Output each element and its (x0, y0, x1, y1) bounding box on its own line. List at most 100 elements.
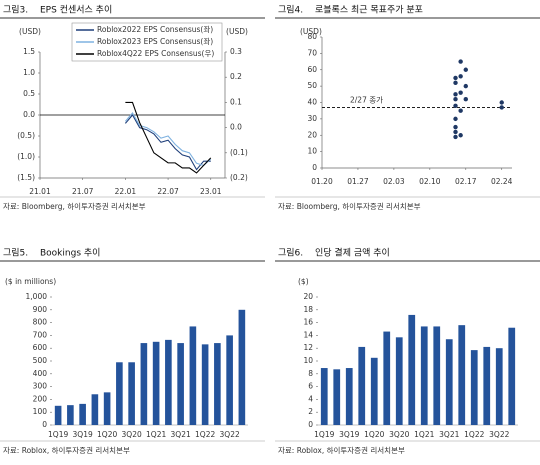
y-tick-label: 700 (33, 330, 48, 339)
bar (395, 337, 403, 425)
x-tick-label: 02.24 (491, 177, 513, 186)
y-tick-label: 8 (308, 369, 313, 378)
bar (189, 326, 197, 425)
x-tick-label: 22.01 (115, 187, 137, 196)
y-tick-label: 900 (33, 305, 48, 314)
bar (238, 309, 246, 425)
point (499, 105, 504, 110)
bar (333, 369, 341, 425)
bar (508, 327, 516, 425)
y-tick-label: 300 (33, 382, 48, 391)
y-tick-label: 12 (303, 343, 313, 352)
y2-axis-label: (USD) (226, 27, 248, 36)
x-tick-label: 1Q21 (146, 430, 166, 439)
y-axis-label: ($) (298, 277, 309, 286)
reference-label: 2/27 종가 (350, 95, 383, 104)
x-tick-label: 1Q20 (364, 430, 384, 439)
bar (226, 335, 233, 425)
point (453, 134, 458, 140)
bar (201, 344, 209, 425)
y-tick-label: 800 (33, 318, 48, 327)
bar (67, 405, 74, 425)
y-tick-label: 10 (307, 147, 317, 156)
x-tick-label: 3Q20 (122, 430, 142, 439)
point (458, 108, 463, 113)
y-tick-label: 20 (303, 292, 313, 301)
bar (91, 394, 99, 425)
y-tick-label: 10 (303, 356, 313, 365)
x-tick-label: 21.01 (29, 187, 51, 196)
x-tick-label: 23.01 (200, 187, 222, 196)
y-tick-label: 50 (307, 81, 317, 90)
x-tick-label: 3Q20 (389, 430, 409, 439)
y2-tick-label: 0.2 (230, 72, 242, 81)
chart-title: Bookings 추이 (40, 248, 100, 259)
point (453, 92, 458, 97)
x-tick-label: 3Q21 (171, 430, 191, 439)
point (499, 100, 504, 105)
y-axis-label: (USD) (300, 27, 322, 36)
x-tick-label: 02.10 (419, 177, 441, 186)
y-tick-label: 1,000 (26, 292, 48, 301)
bar (445, 339, 453, 425)
y-tick-label: 0.5 (23, 89, 35, 98)
bar (408, 314, 416, 425)
y-tick-label: 30 (307, 114, 317, 123)
x-tick-label: 1Q22 (195, 430, 215, 439)
bar (420, 326, 428, 425)
bar (79, 403, 86, 425)
bar (320, 368, 328, 425)
figure-number: 그림5. (3, 247, 28, 259)
x-tick-label: 22.07 (157, 187, 179, 196)
bar (483, 346, 491, 425)
series-line (125, 101, 212, 174)
bar (140, 343, 148, 425)
bar (116, 362, 123, 425)
point (453, 116, 458, 122)
series-line (124, 114, 211, 171)
y2-tick-label: (0.2) (230, 173, 248, 182)
figure-number: 그림4. (278, 4, 303, 16)
y-tick-label: 400 (33, 369, 48, 378)
chart-title: 로블록스 최근 목표주가 분포 (315, 5, 423, 16)
x-tick-label: 01.27 (347, 177, 369, 186)
chart-title: EPS 컨센서스 추이 (40, 5, 112, 16)
x-tick-label: 1Q19 (314, 430, 334, 439)
legend-label: Roblox4Q22 EPS Consensus(우) (97, 49, 214, 58)
y-tick-label: (0.5) (17, 131, 35, 140)
series-line (124, 111, 212, 167)
point (458, 133, 463, 138)
y-axis-label: (USD) (19, 27, 41, 36)
bar (177, 343, 184, 425)
point (463, 97, 468, 102)
bar (358, 346, 366, 425)
y2-tick-label: 0.0 (230, 123, 242, 132)
x-tick-label: 3Q19 (339, 430, 359, 439)
source: 자료: Bloomberg, 하이투자증권 리서치본부 (3, 201, 146, 211)
bar (495, 348, 503, 425)
y2-tick-label: (0.1) (230, 148, 248, 157)
y-tick-label: 6 (308, 382, 313, 391)
bar (470, 350, 478, 425)
source: 자료: Roblox, 하이투자증권 리서치본부 (278, 445, 405, 455)
x-tick-label: 1Q20 (97, 430, 117, 439)
x-tick-label: 01.20 (311, 177, 333, 186)
y-tick-label: 0.0 (23, 110, 35, 119)
point (453, 124, 458, 130)
y-tick-label: 18 (303, 305, 313, 314)
x-tick-label: 1Q22 (464, 430, 484, 439)
y-tick-label: 0 (308, 420, 313, 429)
x-tick-label: 02.03 (383, 177, 405, 186)
bar (370, 357, 378, 425)
legend-box (71, 22, 223, 62)
bar (103, 392, 111, 425)
bar (433, 326, 441, 425)
y-tick-label: 20 (307, 130, 317, 139)
figure-number: 그림3. (3, 4, 28, 16)
y-tick-label: 1.5 (23, 47, 35, 56)
y-tick-label: 70 (307, 48, 317, 57)
x-tick-label: 21.07 (72, 187, 94, 196)
bar (345, 368, 353, 425)
y-tick-label: 200 (33, 394, 48, 403)
